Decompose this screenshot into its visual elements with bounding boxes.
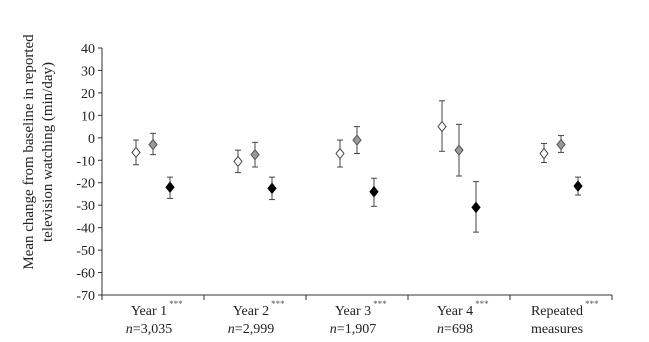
black-diamond-marker [369, 185, 379, 198]
y-tick-label: 10 [81, 109, 95, 124]
significance-marker: *** [475, 299, 489, 309]
significance-marker: *** [585, 299, 599, 309]
category-label: Year 1 [131, 304, 167, 319]
x-axis [101, 294, 613, 300]
grey-diamond-marker [148, 138, 158, 151]
category-label: Repeated [531, 304, 583, 319]
category-sample-size: measures [531, 322, 583, 337]
significance-marker: *** [271, 299, 285, 309]
y-tick-label: -20 [76, 177, 95, 192]
y-axis-label-line-1: Mean change from baseline in reported [21, 34, 37, 270]
y-tick-label: -30 [76, 199, 95, 214]
y-axis-label-line-2: television watching (min/day) [40, 62, 56, 242]
black-diamond-marker [267, 182, 277, 195]
grey-diamond-marker [250, 148, 260, 161]
y-tick-label: 0 [88, 132, 95, 147]
grey-diamond-marker [352, 134, 362, 146]
category-sample-size: n=698 [437, 322, 473, 337]
black-diamond-marker [165, 181, 175, 194]
category-label: Year 2 [233, 304, 269, 319]
category-sample-size: n=1,907 [330, 322, 376, 337]
error-bars [133, 100, 581, 233]
grey-diamond-marker [454, 144, 464, 156]
open-diamond-marker [437, 120, 447, 133]
category-label: Year 3 [335, 304, 371, 319]
data-markers [131, 120, 583, 214]
category-sample-size: n=3,035 [126, 322, 172, 337]
open-diamond-marker [233, 155, 243, 168]
category-sample-size: n=2,999 [228, 322, 274, 337]
y-tick-label: -70 [76, 289, 95, 304]
category-label: Year 4 [437, 304, 473, 319]
y-tick-label: -40 [76, 222, 95, 237]
y-tick-label: -60 [76, 267, 95, 282]
open-diamond-marker [131, 146, 141, 159]
y-tick-label: 20 [81, 87, 95, 102]
open-diamond-marker [335, 147, 345, 160]
black-diamond-marker [471, 201, 481, 214]
significance-marker: *** [169, 299, 183, 309]
y-tick-label: -50 [76, 244, 95, 259]
open-diamond-marker [539, 147, 549, 160]
y-tick-label: 40 [81, 42, 95, 57]
y-axis: 40 30 20 10 0 -10 -20 -30 -40 -50 -60 -70 [76, 42, 103, 304]
black-diamond-marker [573, 180, 583, 192]
y-axis-label: Mean change from baseline in reported te… [21, 34, 56, 270]
y-tick-label: -10 [76, 154, 95, 169]
significance-marker: *** [373, 299, 387, 309]
grey-diamond-marker [556, 138, 566, 151]
y-tick-label: 30 [81, 64, 95, 79]
